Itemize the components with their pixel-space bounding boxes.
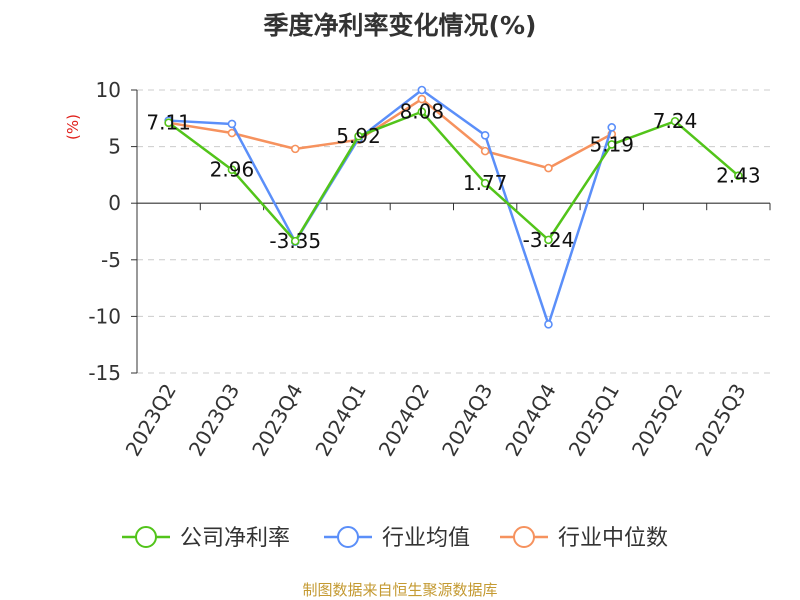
data-label-7: 5.19 bbox=[589, 132, 634, 156]
legend-item-2[interactable]: 行业中位数 bbox=[500, 526, 668, 551]
x-tick-label-1: 2023Q3 bbox=[184, 380, 244, 461]
series-2-point-4 bbox=[417, 94, 427, 104]
y-tick-label-4: -10 bbox=[88, 304, 121, 328]
y-tick-label-1: 5 bbox=[108, 135, 121, 159]
series-0-point-8 bbox=[670, 116, 680, 126]
legend-item-0[interactable]: 公司净利率 bbox=[122, 526, 290, 551]
series-0-point-2 bbox=[290, 236, 300, 246]
legend-item-1[interactable]: 行业均值 bbox=[324, 526, 470, 551]
y-tick-label-2: 0 bbox=[108, 191, 121, 215]
series-0-point-9 bbox=[734, 171, 743, 180]
x-tick-label-7: 2025Q1 bbox=[564, 380, 624, 461]
series-0-point-7 bbox=[607, 140, 617, 149]
legend-marker-icon bbox=[337, 526, 359, 548]
series-2-point-2 bbox=[290, 144, 300, 154]
series-1-point-6 bbox=[544, 320, 553, 329]
y-axis-label: (%) bbox=[64, 114, 82, 140]
data-label-1: 2.96 bbox=[210, 158, 255, 182]
series-0-point-3 bbox=[354, 131, 363, 141]
x-tick-label-0: 2023Q2 bbox=[121, 380, 181, 461]
legend-marker-icon bbox=[135, 526, 157, 548]
series-line-2 bbox=[168, 97, 613, 170]
x-tick-label-3: 2024Q1 bbox=[310, 380, 370, 461]
data-label-6: -3.24 bbox=[523, 228, 575, 252]
legend-label: 公司净利率 bbox=[180, 526, 290, 551]
series-1-point-4 bbox=[417, 85, 427, 95]
axes bbox=[131, 89, 771, 374]
series-line-1 bbox=[168, 88, 613, 326]
series-0-point-6 bbox=[544, 235, 553, 245]
source-note: 制图数据来自恒生聚源数据库 bbox=[302, 581, 497, 599]
series-0-point-0 bbox=[164, 118, 173, 128]
x-tick-label-2: 2023Q4 bbox=[247, 380, 307, 461]
x-tick-label-5: 2024Q3 bbox=[437, 380, 497, 461]
legend-label: 行业均值 bbox=[382, 526, 470, 551]
x-tick-labels: 2023Q2 2023Q3 2023Q4 2024Q1 2024Q2 2024Q3 2024… bbox=[121, 380, 751, 461]
legend-label: 行业中位数 bbox=[558, 526, 668, 551]
data-labels: 7.11 2.96 -3.35 5.92 8.08 1.77 -3.24 5.19 7.24 2.… bbox=[146, 100, 760, 253]
y-tick-label-5: -15 bbox=[88, 361, 121, 385]
legend[interactable]: 公司净利率 行业均值 行业中位数 bbox=[122, 526, 668, 551]
series-1-point-5 bbox=[480, 130, 490, 140]
x-tick-label-8: 2025Q2 bbox=[627, 380, 687, 461]
legend-marker-icon bbox=[513, 526, 535, 548]
y-tick-label-3: -5 bbox=[101, 248, 121, 272]
data-label-8: 7.24 bbox=[653, 109, 698, 133]
x-tick-label-6: 2024Q4 bbox=[500, 380, 560, 461]
data-label-9: 2.43 bbox=[716, 164, 761, 188]
series-2-point-5 bbox=[480, 146, 490, 156]
series-0-point-5 bbox=[480, 178, 490, 188]
series-1-point-7 bbox=[607, 123, 617, 132]
data-label-5: 1.77 bbox=[463, 171, 508, 195]
series-line-0 bbox=[167, 110, 740, 243]
y-tick-label-0: 10 bbox=[96, 78, 121, 102]
x-tick-label-9: 2025Q3 bbox=[690, 380, 750, 461]
series-1-point-1 bbox=[227, 119, 237, 129]
series-2-point-6 bbox=[544, 163, 553, 173]
series-0-point-4 bbox=[417, 107, 427, 117]
data-label-0: 7.11 bbox=[146, 111, 191, 135]
chart-title: 季度净利率变化情况(%) bbox=[264, 11, 537, 40]
data-label-2: -3.35 bbox=[269, 229, 321, 253]
data-label-4: 8.08 bbox=[400, 100, 445, 124]
x-tick-label-4: 2024Q2 bbox=[374, 380, 434, 461]
series-0-point-1 bbox=[227, 165, 237, 174]
y-tick-labels: 10 5 0 -5 -10 -15 bbox=[88, 78, 121, 385]
series-lines bbox=[164, 85, 743, 329]
data-label-3: 5.92 bbox=[336, 124, 381, 148]
